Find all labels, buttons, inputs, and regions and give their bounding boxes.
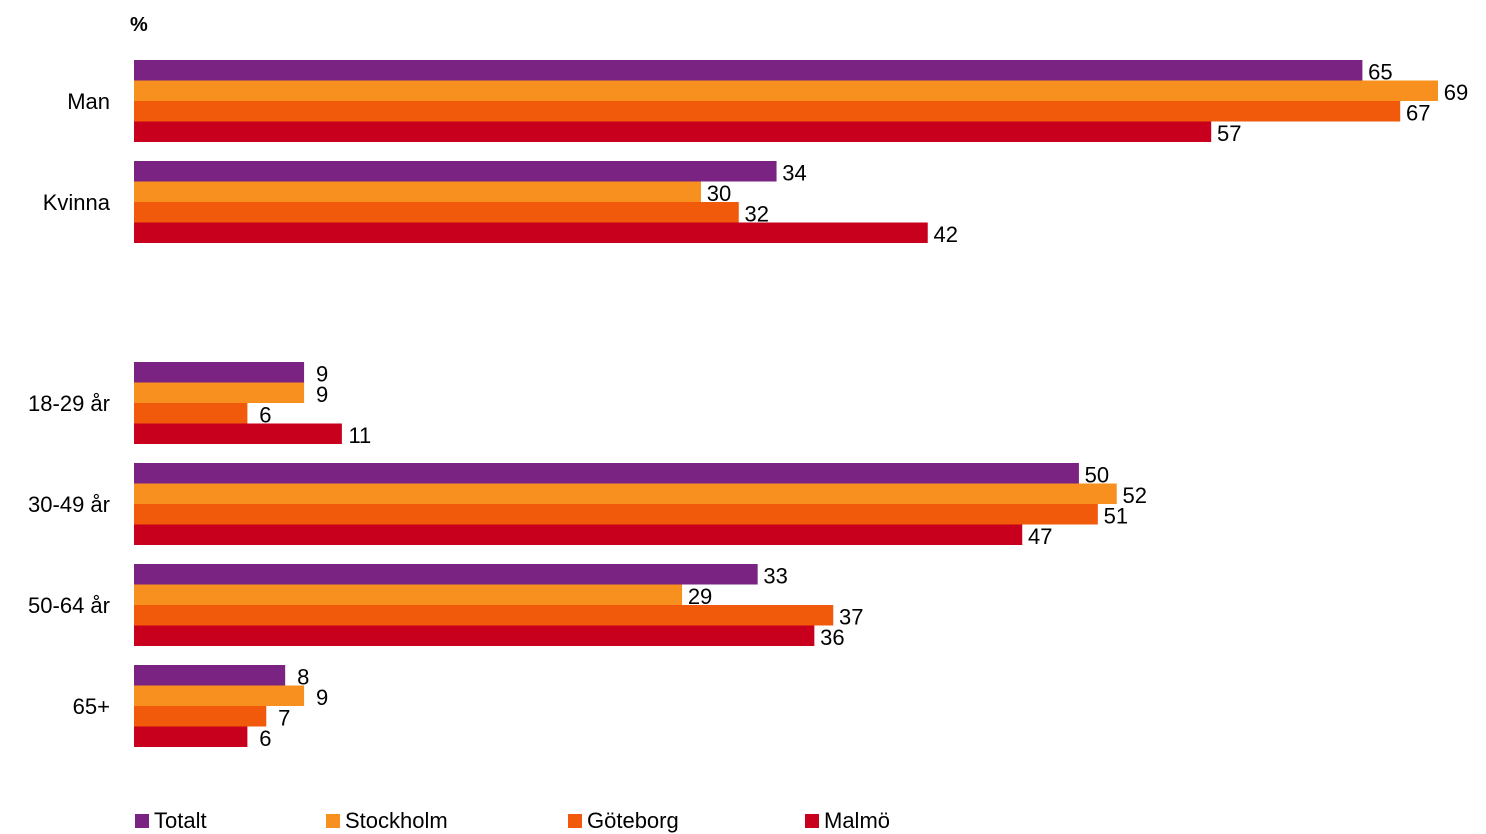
- bar-malm: [134, 121, 1212, 142]
- category-label: Man: [67, 89, 110, 114]
- data-label: 29: [688, 584, 712, 609]
- bar-malm: [134, 222, 928, 243]
- data-label: 32: [745, 202, 769, 227]
- legend-item-goteborg: Göteborg: [568, 808, 679, 834]
- data-label: 37: [839, 605, 863, 630]
- category-label: 65+: [73, 694, 110, 719]
- data-label: 51: [1104, 504, 1128, 529]
- bar-stockholm: [134, 80, 1438, 101]
- bar-totalt: [134, 564, 758, 585]
- category-label: Kvinna: [43, 190, 111, 215]
- data-label: 65: [1368, 60, 1392, 85]
- data-label: 42: [933, 222, 957, 247]
- bar-gteborg: [134, 101, 1401, 122]
- data-label: 69: [1444, 80, 1468, 105]
- bar-gteborg: [134, 504, 1098, 525]
- bar-malm: [134, 524, 1023, 545]
- bar-stockholm: [134, 181, 701, 202]
- legend: Totalt Stockholm Göteborg Malmö: [0, 808, 1486, 834]
- legend-item-malmo: Malmö: [805, 808, 890, 834]
- legend-label: Göteborg: [587, 808, 679, 833]
- legend-item-stockholm: Stockholm: [326, 808, 448, 834]
- bar-totalt: [134, 463, 1079, 484]
- bar-stockholm: [134, 382, 305, 403]
- legend-label: Totalt: [154, 808, 207, 833]
- data-label: 9: [316, 362, 328, 387]
- legend-swatch: [326, 814, 340, 828]
- legend-swatch: [568, 814, 582, 828]
- category-label: 50-64 år: [28, 593, 110, 618]
- data-label: 6: [259, 726, 271, 751]
- bar-totalt: [134, 60, 1363, 81]
- data-label: 8: [297, 665, 309, 690]
- legend-swatch: [805, 814, 819, 828]
- category-label: 30-49 år: [28, 492, 110, 517]
- unit-label: %: [130, 14, 148, 36]
- data-label: 50: [1085, 463, 1109, 488]
- bar-totalt: [134, 362, 305, 383]
- data-label: 6: [259, 403, 271, 428]
- data-label: 33: [763, 564, 787, 589]
- bar-gteborg: [134, 403, 248, 424]
- data-label: 7: [278, 706, 290, 731]
- bar-malm: [134, 423, 342, 444]
- bar-stockholm: [134, 584, 683, 605]
- data-label: 34: [782, 161, 806, 186]
- bar-gteborg: [134, 605, 834, 626]
- bar-totalt: [134, 161, 777, 182]
- bar-stockholm: [134, 483, 1117, 504]
- data-label: 57: [1217, 121, 1241, 146]
- bar-gteborg: [134, 202, 739, 223]
- data-label: 52: [1122, 483, 1146, 508]
- legend-item-totalt: Totalt: [135, 808, 207, 834]
- legend-label: Stockholm: [345, 808, 448, 833]
- bar-gteborg: [134, 706, 267, 727]
- legend-swatch: [135, 814, 149, 828]
- bar-malm: [134, 625, 815, 646]
- data-label: 47: [1028, 524, 1052, 549]
- data-label: 9: [316, 685, 328, 710]
- bar-totalt: [134, 665, 286, 686]
- data-label: 9: [316, 382, 328, 407]
- data-label: 11: [348, 423, 371, 448]
- legend-label: Malmö: [824, 808, 891, 833]
- data-label: 36: [820, 625, 844, 650]
- category-label: 18-29 år: [28, 391, 110, 416]
- bar-malm: [134, 726, 248, 747]
- data-label: 67: [1406, 101, 1430, 126]
- data-label: 30: [707, 181, 731, 206]
- bar-stockholm: [134, 685, 305, 706]
